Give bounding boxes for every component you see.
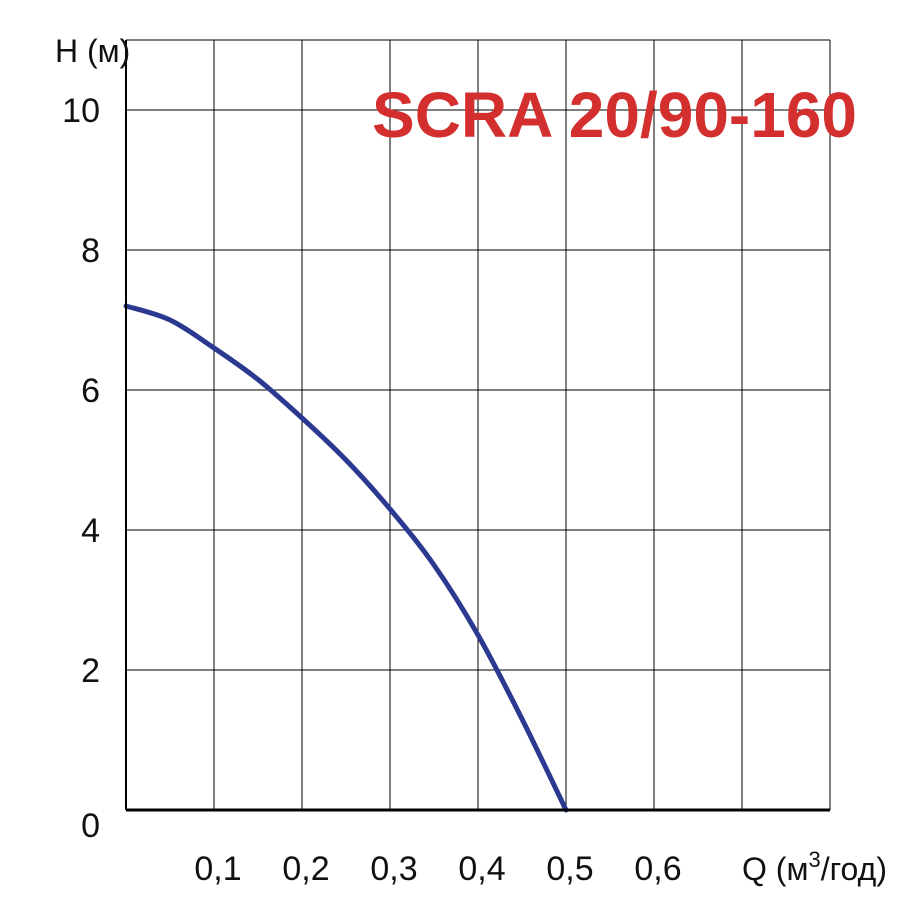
y-tick-label: 10 [62, 92, 100, 130]
x-tick-labels: 0,1 0,2 0,3 0,4 0,5 0,6 [194, 850, 681, 888]
pump-curve-line [123, 303, 569, 813]
x-tick-label: 0,4 [458, 850, 505, 888]
series-layer [123, 303, 569, 813]
axes [125, 39, 831, 812]
y-tick-label: 0 [81, 807, 100, 845]
chart-title: SCRA 20/90-160 [372, 79, 857, 151]
y-tick-label: 6 [81, 372, 100, 410]
x-tick-label: 0,6 [634, 850, 681, 888]
x-tick-label: 0,3 [370, 850, 417, 888]
y-axis-label: H (м) [55, 33, 130, 69]
x-axis-label-end: /год) [821, 851, 887, 887]
x-tick-label: 0,5 [546, 850, 593, 888]
x-axis-label: Q (м3/год) [742, 847, 887, 887]
x-axis-label-sup: 3 [808, 847, 820, 872]
y-tick-label: 4 [81, 512, 100, 550]
x-axis-label-base: Q (м [742, 851, 808, 887]
y-tick-label: 2 [81, 652, 100, 690]
y-tick-label: 8 [81, 232, 100, 270]
grid [126, 40, 830, 810]
y-tick-labels: 0 2 4 6 8 10 [62, 92, 100, 845]
x-tick-label: 0,1 [194, 850, 241, 888]
x-tick-label: 0,2 [282, 850, 329, 888]
